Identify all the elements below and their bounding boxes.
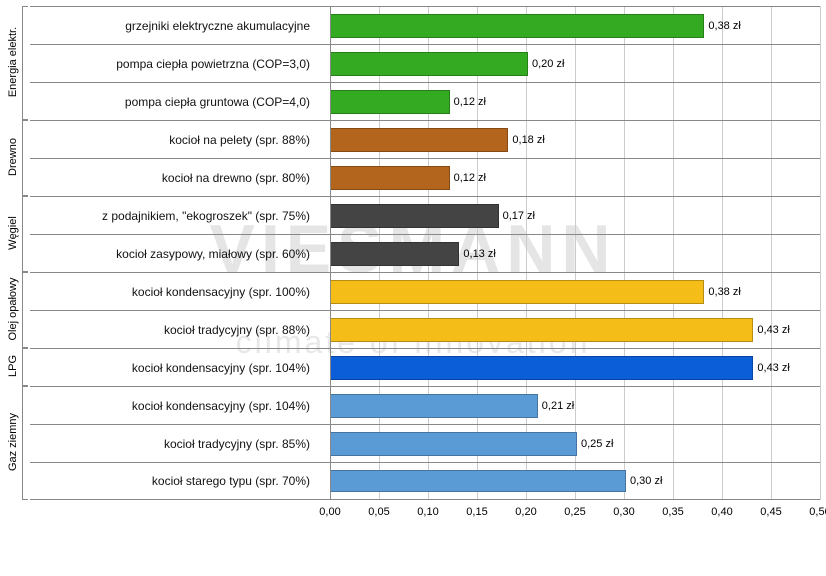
- row-plot: 0,17 zł: [330, 197, 820, 235]
- bar-value: 0,20 zł: [526, 45, 564, 83]
- chart-row: z podajnikiem, "ekogroszek" (spr. 75%) 0,…: [30, 196, 820, 235]
- bar-value: 0,17 zł: [497, 197, 535, 235]
- heating-cost-chart: VIESMANNclimate of innovationgrzejniki e…: [0, 0, 826, 576]
- group-bracket-end: [22, 386, 28, 387]
- x-tick-label: 0,50: [809, 506, 826, 518]
- row-plot: 0,12 zł: [330, 83, 820, 121]
- group-bracket-end: [22, 348, 28, 349]
- group-bracket: [22, 6, 23, 120]
- chart-row: kocioł starego typu (spr. 70%) 0,30 zł: [30, 462, 820, 500]
- row-label: kocioł na pelety (spr. 88%): [30, 121, 320, 159]
- bar: [330, 470, 626, 492]
- row-plot: 0,20 zł: [330, 45, 820, 83]
- y-axis-line: [330, 6, 331, 500]
- row-plot: 0,38 zł: [330, 7, 820, 45]
- x-tick-label: 0,40: [711, 506, 732, 518]
- group-bracket-end: [22, 6, 28, 7]
- bar: [330, 432, 577, 456]
- row-plot: 0,21 zł: [330, 387, 820, 425]
- chart-row: kocioł na drewno (spr. 80%) 0,12 zł: [30, 158, 820, 197]
- bar: [330, 318, 753, 342]
- chart-row: kocioł tradycyjny (spr. 88%) 0,43 zł: [30, 310, 820, 349]
- bar-value: 0,43 zł: [751, 311, 789, 349]
- chart-row: kocioł tradycyjny (spr. 85%) 0,25 zł: [30, 424, 820, 463]
- row-plot: 0,13 zł: [330, 235, 820, 273]
- x-tick-label: 0,10: [417, 506, 438, 518]
- group-label: Drewno: [7, 119, 19, 195]
- row-label: kocioł tradycyjny (spr. 85%): [30, 425, 320, 463]
- group-bracket-end: [22, 120, 28, 121]
- row-label: pompa ciepła gruntowa (COP=4,0): [30, 83, 320, 121]
- row-label: kocioł kondensacyjny (spr. 100%): [30, 273, 320, 311]
- chart-row: grzejniki elektryczne akumulacyjne 0,38 z…: [30, 6, 820, 45]
- row-label: kocioł na drewno (spr. 80%): [30, 159, 320, 197]
- bar-value: 0,30 zł: [624, 463, 662, 499]
- group-bracket: [22, 386, 23, 500]
- bar-value: 0,25 zł: [575, 425, 613, 463]
- bar: [330, 242, 459, 266]
- chart-row: kocioł zasypowy, miałowy (spr. 60%) 0,13 …: [30, 234, 820, 273]
- group-bracket-end: [22, 499, 28, 500]
- row-plot: 0,25 zł: [330, 425, 820, 463]
- group-label: LPG: [7, 347, 19, 385]
- bar: [330, 128, 508, 152]
- chart-row: kocioł kondensacyjny (spr. 100%) 0,38 zł: [30, 272, 820, 311]
- row-plot: 0,38 zł: [330, 273, 820, 311]
- group-label: Olej opałowy: [7, 271, 19, 347]
- chart-row: kocioł kondensacyjny (spr. 104%) 0,21 zł: [30, 386, 820, 425]
- group-bracket-end: [22, 196, 28, 197]
- bar-value: 0,12 zł: [448, 159, 486, 197]
- row-label: kocioł tradycyjny (spr. 88%): [30, 311, 320, 349]
- group-bracket: [22, 120, 23, 196]
- row-plot: 0,43 zł: [330, 349, 820, 387]
- bar-value: 0,18 zł: [506, 121, 544, 159]
- group-label: Węgiel: [7, 195, 19, 271]
- group-bracket-end: [22, 272, 28, 273]
- bar: [330, 14, 704, 38]
- row-plot: 0,12 zł: [330, 159, 820, 197]
- bar-value: 0,43 zł: [751, 349, 789, 387]
- bar-value: 0,38 zł: [702, 7, 740, 45]
- bar: [330, 52, 528, 76]
- group-bracket: [22, 196, 23, 272]
- row-label: kocioł starego typu (spr. 70%): [30, 463, 320, 499]
- chart-row: kocioł na pelety (spr. 88%) 0,18 zł: [30, 120, 820, 159]
- bar: [330, 280, 704, 304]
- group-bracket: [22, 272, 23, 348]
- bar-value: 0,13 zł: [457, 235, 495, 273]
- bar: [330, 90, 450, 114]
- row-label: kocioł kondensacyjny (spr. 104%): [30, 349, 320, 387]
- chart-row: pompa ciepła gruntowa (COP=4,0) 0,12 zł: [30, 82, 820, 121]
- x-tick-label: 0,05: [368, 506, 389, 518]
- bar-value: 0,21 zł: [536, 387, 574, 425]
- chart-row: pompa ciepła powietrzna (COP=3,0) 0,20 zł: [30, 44, 820, 83]
- x-tick-label: 0,45: [760, 506, 781, 518]
- row-label: kocioł zasypowy, miałowy (spr. 60%): [30, 235, 320, 273]
- bar-value: 0,38 zł: [702, 273, 740, 311]
- group-label: Gaz ziemny: [7, 385, 19, 499]
- x-tick-label: 0,25: [564, 506, 585, 518]
- row-plot: 0,30 zł: [330, 463, 820, 499]
- row-label: kocioł kondensacyjny (spr. 104%): [30, 387, 320, 425]
- bar: [330, 166, 450, 190]
- row-plot: 0,43 zł: [330, 311, 820, 349]
- row-label: grzejniki elektryczne akumulacyjne: [30, 7, 320, 45]
- bar-value: 0,12 zł: [448, 83, 486, 121]
- bar: [330, 356, 753, 380]
- row-label: z podajnikiem, "ekogroszek" (spr. 75%): [30, 197, 320, 235]
- x-tick-label: 0,35: [662, 506, 683, 518]
- gridline: [820, 6, 821, 500]
- x-tick-label: 0,00: [319, 506, 340, 518]
- bar: [330, 204, 499, 228]
- bar: [330, 394, 538, 418]
- group-label: Energia elektr.: [7, 5, 19, 119]
- group-bracket: [22, 348, 23, 386]
- x-tick-label: 0,30: [613, 506, 634, 518]
- x-tick-label: 0,20: [515, 506, 536, 518]
- row-label: pompa ciepła powietrzna (COP=3,0): [30, 45, 320, 83]
- row-plot: 0,18 zł: [330, 121, 820, 159]
- x-tick-label: 0,15: [466, 506, 487, 518]
- chart-row: kocioł kondensacyjny (spr. 104%) 0,43 zł: [30, 348, 820, 387]
